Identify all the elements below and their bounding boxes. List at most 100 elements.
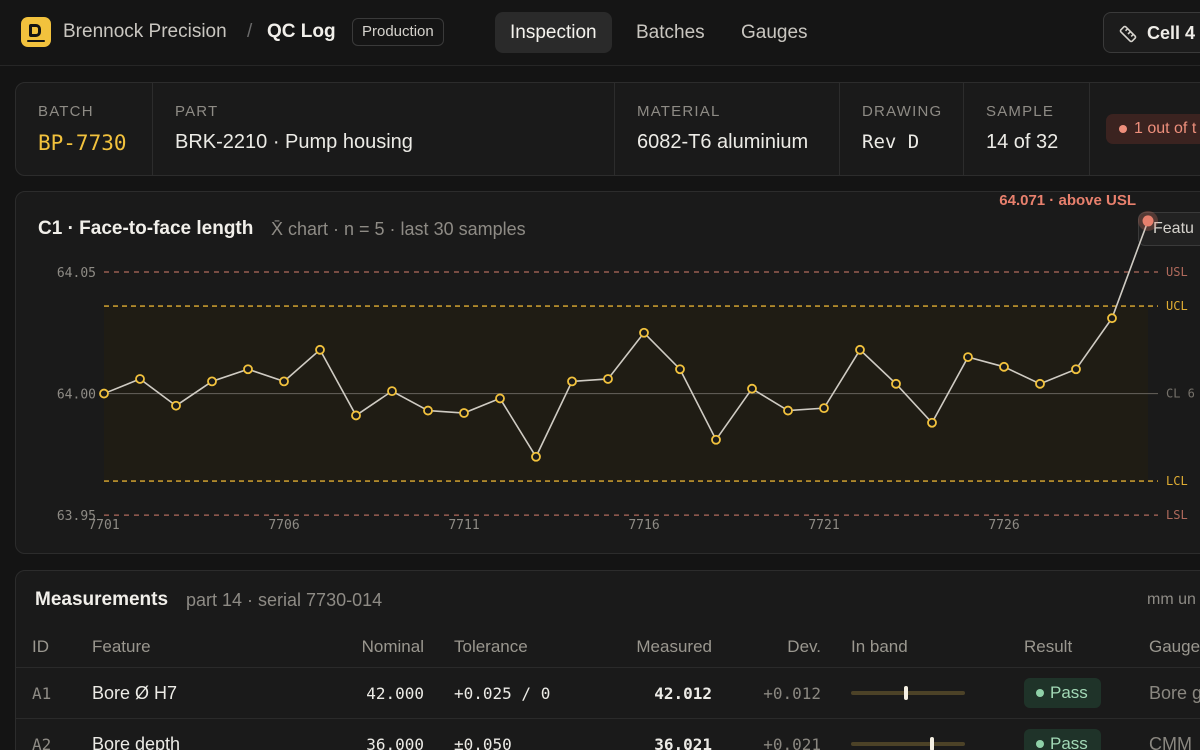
data-point — [1035, 378, 1045, 389]
column-header-measured[interactable]: Measured — [636, 637, 712, 656]
drawing-field: Drawing Rev D — [840, 83, 964, 175]
tab-gauges[interactable]: Gauges — [741, 22, 808, 43]
cell-selector-button[interactable]: Cell 4 — [1103, 12, 1200, 53]
column-header-tolerance[interactable]: Tolerance — [454, 637, 528, 656]
y-tick-label: 63.95 — [57, 509, 96, 524]
data-point — [999, 361, 1009, 372]
batch-label: Batch — [38, 103, 94, 120]
data-point — [963, 352, 973, 362]
data-point — [675, 364, 685, 375]
units-toggle[interactable]: mm un — [1147, 591, 1196, 608]
x-tick-label: 7726 — [988, 518, 1019, 533]
row-deviation: +0.021 — [763, 735, 821, 750]
chart-title: C1 · Face-to-face length — [38, 218, 254, 239]
data-point — [1107, 313, 1117, 324]
row-gauge: Bore g — [1149, 683, 1200, 703]
data-point — [891, 378, 901, 389]
data-point — [927, 417, 937, 428]
x-tick-label: 7711 — [448, 518, 479, 533]
cl-label: CL 6 — [1166, 387, 1195, 401]
data-point — [711, 434, 721, 445]
control-chart-card: C1 · Face-to-face length X̄ chart · n = … — [15, 191, 1200, 554]
drawing-value: Rev D — [862, 131, 920, 153]
column-header-gauge[interactable]: Gauge — [1149, 637, 1200, 656]
outlier-point — [1142, 215, 1154, 227]
in-band-marker — [929, 737, 934, 750]
y-tick-label: 64.05 — [57, 266, 96, 281]
data-point — [387, 386, 397, 397]
out-of-tolerance-alert-badge[interactable]: 1 out of t — [1106, 114, 1200, 144]
data-point — [423, 405, 433, 416]
x-tick-label: 7701 — [88, 518, 119, 533]
x-tick-label: 7706 — [268, 518, 299, 533]
part-value: BRK-2210 · Pump housing — [175, 131, 413, 153]
row-measured: 42.012 — [654, 684, 712, 703]
environment-badge: Production — [352, 18, 444, 46]
data-point — [531, 451, 541, 462]
row-gauge: CMM — [1149, 734, 1192, 750]
row-feature: Bore depth — [92, 734, 181, 750]
series-line — [103, 220, 1149, 459]
row-nominal: 42.000 — [366, 684, 424, 703]
row-measured: 36.021 — [654, 735, 712, 750]
tab-inspection[interactable]: Inspection — [495, 12, 612, 53]
tab-batches[interactable]: Batches — [636, 22, 705, 43]
column-header-nominal[interactable]: Nominal — [361, 637, 424, 656]
x-tick-label: 7716 — [628, 518, 659, 533]
lsl-label: LSL — [1166, 508, 1188, 522]
data-point — [819, 403, 829, 414]
x-tick-label: 7721 — [808, 518, 839, 533]
measurements-card: Measurements part 14 · serial 7730-014 m… — [15, 570, 1200, 750]
y-tick-label: 64.00 — [57, 388, 96, 403]
part-field: Part BRK-2210 · Pump housing — [153, 83, 615, 175]
data-point — [243, 364, 253, 375]
data-point — [459, 408, 469, 418]
row-feature: Bore Ø H7 — [92, 683, 178, 703]
column-header-in-band[interactable]: In band — [851, 637, 908, 656]
data-point — [603, 374, 613, 384]
row-tolerance: +0.025 / 0 — [454, 684, 551, 703]
data-point — [279, 376, 289, 387]
data-point — [207, 376, 217, 387]
batch-value[interactable]: BP-7730 — [38, 131, 127, 155]
batch-info-card: Batch BP-7730 Part BRK-2210 · Pump housi… — [15, 82, 1200, 176]
chart-subtitle: X̄ chart · n = 5 · last 30 samples — [271, 219, 526, 239]
column-header-feature[interactable]: Feature — [92, 637, 151, 656]
measurements-subtitle: part 14 · serial 7730-014 — [186, 590, 383, 610]
lcl-label: LCL — [1166, 474, 1188, 488]
sample-label: Sample — [986, 103, 1055, 120]
data-point — [1071, 364, 1081, 375]
row-id: A2 — [32, 735, 52, 750]
ucl-label: UCL — [1166, 299, 1188, 313]
sample-value: 14 of 32 — [986, 131, 1059, 153]
row-deviation: +0.012 — [763, 684, 821, 703]
data-point — [171, 400, 181, 411]
header-divider — [16, 667, 1200, 668]
row-divider — [16, 718, 1200, 719]
material-field: Material 6082-T6 aluminium — [615, 83, 840, 175]
column-header-id[interactable]: ID — [32, 637, 49, 656]
data-point — [99, 388, 109, 399]
material-label: Material — [637, 103, 721, 120]
row-tolerance: ±0.050 — [454, 735, 512, 750]
row-nominal: 36.000 — [366, 735, 424, 750]
data-point — [783, 405, 793, 416]
app-title[interactable]: QC Log — [267, 21, 336, 42]
data-point — [495, 393, 505, 404]
in-band-indicator — [851, 737, 965, 750]
top-bar: Brennock Precision / QC Log Production I… — [0, 0, 1200, 66]
cell-selector-label: Cell 4 — [1147, 23, 1196, 43]
column-header-result[interactable]: Result — [1024, 637, 1073, 656]
measurements-title: Measurements — [35, 589, 169, 610]
data-point — [855, 344, 865, 355]
data-point — [567, 376, 577, 387]
material-value: 6082-T6 aluminium — [637, 131, 809, 153]
brand-logo-icon[interactable] — [21, 17, 51, 47]
breadcrumb-separator: / — [247, 21, 253, 42]
brand-name[interactable]: Brennock Precision — [63, 21, 227, 42]
ruler-icon — [1119, 25, 1137, 43]
result-pass-badge: Pass — [1024, 678, 1101, 708]
column-header-deviation[interactable]: Dev. — [787, 637, 821, 656]
data-point — [315, 344, 325, 355]
